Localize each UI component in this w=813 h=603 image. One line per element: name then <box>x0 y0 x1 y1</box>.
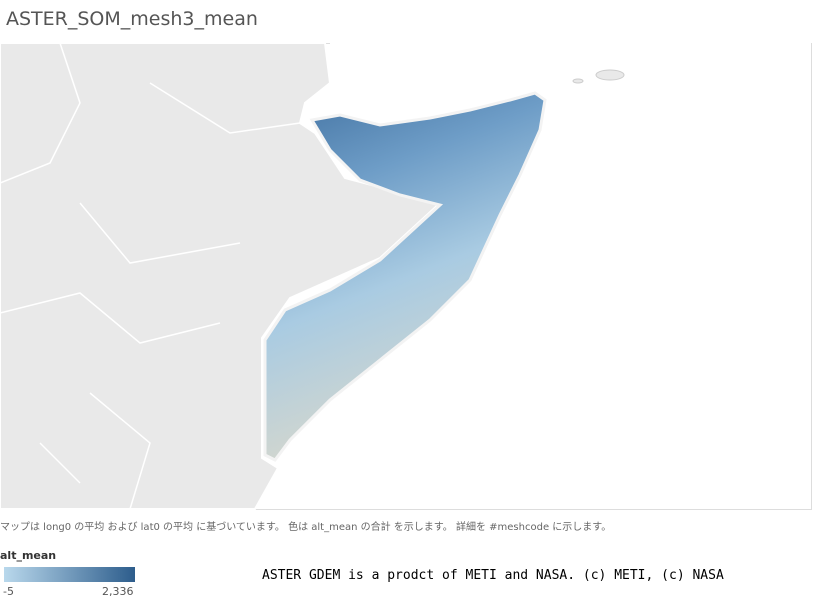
socotra <box>595 69 625 81</box>
sea <box>330 43 811 98</box>
legend-title: alt_mean <box>0 549 57 562</box>
somalia-elevation <box>263 91 547 462</box>
legend-gradient <box>4 567 135 582</box>
legend-min: -5 <box>3 585 14 598</box>
map-caption: マップは long0 の平均 および lat0 の平均 に基づいています。 色は… <box>0 522 612 533</box>
title: ASTER_SOM_mesh3_mean <box>6 8 258 30</box>
legend-max: 2,336 <box>102 585 134 598</box>
map <box>0 43 812 510</box>
attribution: ASTER GDEM is a prodct of METI and NASA.… <box>262 568 724 583</box>
borders <box>0 43 301 510</box>
island <box>572 78 584 84</box>
